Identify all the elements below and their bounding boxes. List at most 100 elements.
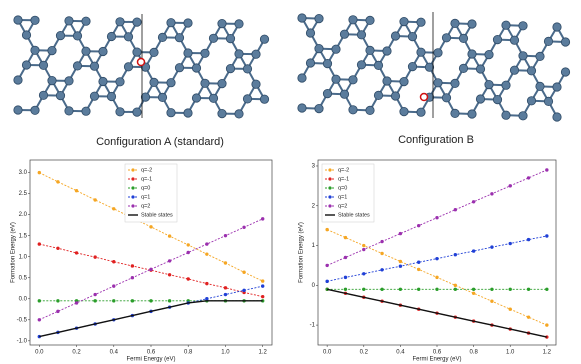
data-point <box>75 251 78 254</box>
data-point <box>205 297 208 300</box>
data-point <box>112 207 115 210</box>
y-tick-label: -0.5 <box>17 317 28 323</box>
y-tick-label: 0.5 <box>19 275 28 281</box>
legend-label: q=2 <box>338 203 347 209</box>
atom <box>408 32 416 40</box>
atom <box>56 31 64 39</box>
data-point <box>149 225 152 228</box>
atom <box>476 95 484 103</box>
data-point <box>205 252 208 255</box>
y-tick-label: 0.0 <box>19 296 28 302</box>
data-point <box>417 288 420 291</box>
atom <box>442 34 450 42</box>
x-tick-label: 0.2 <box>72 350 81 356</box>
atom <box>226 64 234 72</box>
data-point <box>56 299 59 302</box>
atom <box>31 106 39 114</box>
x-tick-label: 0.0 <box>35 350 44 356</box>
atom <box>39 91 47 99</box>
atom <box>31 46 39 54</box>
data-point <box>435 276 438 279</box>
atom <box>349 106 357 114</box>
atom <box>451 19 459 27</box>
legend-label: q=-1 <box>141 176 152 182</box>
atom <box>434 49 442 57</box>
atom <box>468 110 476 118</box>
atom <box>218 109 226 117</box>
atom <box>48 76 56 84</box>
atom <box>366 106 374 114</box>
atom <box>175 34 183 42</box>
data-point <box>344 276 347 279</box>
data-point <box>131 264 134 267</box>
data-point <box>38 171 41 174</box>
atom <box>502 81 510 89</box>
atom <box>400 77 408 85</box>
data-point <box>242 226 245 229</box>
atom <box>417 48 425 56</box>
data-point <box>344 256 347 259</box>
x-axis-label: Fermi Energy (eV) <box>412 357 461 363</box>
data-point <box>472 292 475 295</box>
data-point <box>56 310 59 313</box>
atom <box>561 38 569 46</box>
atom <box>39 61 47 69</box>
atom <box>65 17 73 25</box>
data-point <box>490 245 493 248</box>
data-point <box>325 264 328 267</box>
atom <box>99 77 107 85</box>
data-point <box>344 288 347 291</box>
atom <box>349 76 357 84</box>
atom <box>544 37 552 45</box>
data-point <box>362 248 365 251</box>
atom <box>561 68 569 76</box>
atom <box>519 112 527 120</box>
atom <box>485 80 493 88</box>
data-point <box>261 295 264 298</box>
legend-marker <box>131 168 134 171</box>
atom <box>209 94 217 102</box>
atom <box>383 77 391 85</box>
data-point <box>435 257 438 260</box>
defect-atom <box>421 94 428 101</box>
x-tick-label: 1.0 <box>506 350 515 356</box>
atom <box>56 91 64 99</box>
atom <box>315 44 323 52</box>
data-point <box>472 288 475 291</box>
atom <box>260 35 268 43</box>
atom <box>116 18 124 26</box>
atom <box>14 76 22 84</box>
data-point <box>38 318 41 321</box>
chart: -1.0-0.50.00.51.01.52.02.53.00.00.20.40.… <box>11 160 272 363</box>
data-point <box>242 271 245 274</box>
data-point <box>187 277 190 280</box>
atom <box>425 63 433 71</box>
atom <box>184 19 192 27</box>
atom <box>298 14 306 22</box>
data-point <box>454 288 457 291</box>
figure: Configuration A (standard) Configuration… <box>0 0 581 364</box>
atom <box>434 79 442 87</box>
atom <box>252 50 260 58</box>
data-point <box>205 282 208 285</box>
atom <box>442 94 450 102</box>
atom <box>502 111 510 119</box>
atom <box>167 79 175 87</box>
data-point <box>545 168 548 171</box>
atom <box>298 74 306 82</box>
x-tick-label: 0.8 <box>469 350 478 356</box>
x-tick-label: 0.2 <box>360 350 369 356</box>
data-point <box>490 192 493 195</box>
data-point <box>261 279 264 282</box>
data-point <box>168 299 171 302</box>
atom <box>260 95 268 103</box>
atom <box>167 19 175 27</box>
data-point <box>362 244 365 247</box>
atom <box>374 91 382 99</box>
data-point <box>168 273 171 276</box>
atom <box>527 67 535 75</box>
atom <box>536 82 544 90</box>
atom <box>315 14 323 22</box>
atom <box>510 36 518 44</box>
atom <box>226 34 234 42</box>
